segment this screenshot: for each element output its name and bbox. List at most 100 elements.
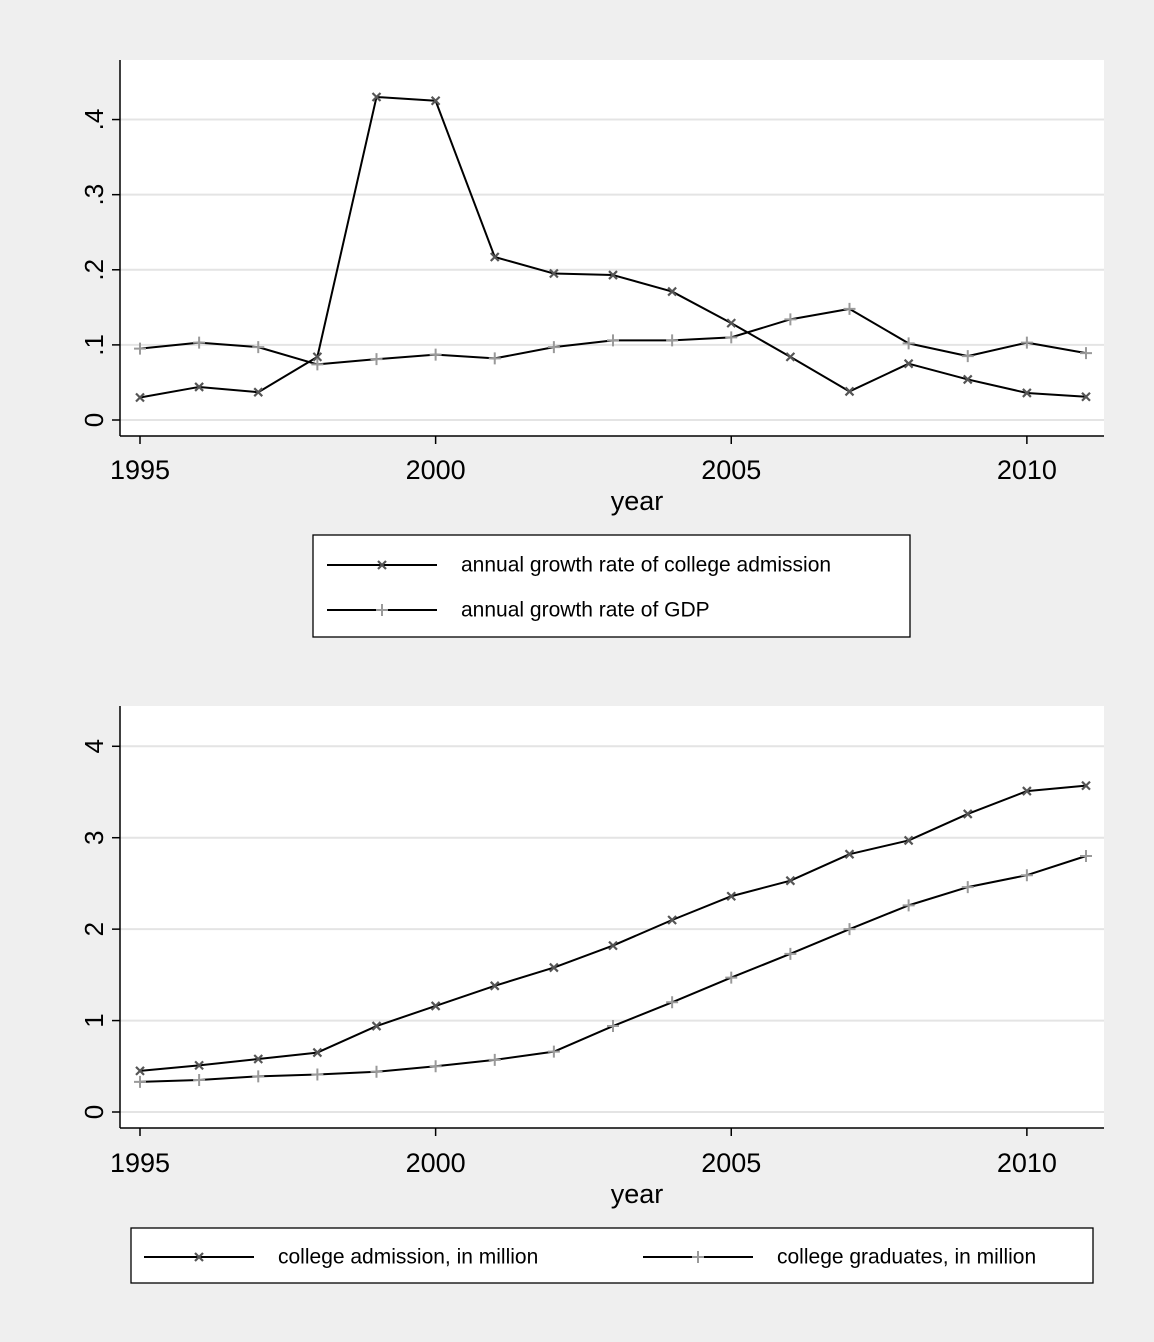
series-1-point-2007 — [844, 386, 855, 397]
legend-label-2: annual growth rate of GDP — [461, 599, 710, 622]
chart-panel-1: 0 .1 .2 .3 .4 1995 2000 2005 2010 year annual grow… — [79, 60, 1104, 638]
series-1-point-2005 — [726, 318, 737, 328]
series-1-point-1997 — [253, 387, 264, 397]
series-2-point-1997 — [252, 1070, 265, 1083]
series-1-point-1996 — [194, 1060, 204, 1071]
series-1-point-1999 — [371, 1021, 382, 1031]
series-1-point-2003 — [608, 270, 618, 280]
y-tick-label-1: 1 — [79, 1013, 109, 1027]
series-2-point-2010 — [1020, 336, 1033, 349]
series-2-point-2004 — [666, 996, 679, 1009]
series-1-point-1998 — [312, 1047, 323, 1058]
series-2-point-2006 — [784, 947, 797, 960]
series-1-point-2009 — [962, 809, 973, 819]
y-tick-label-3: .3 — [79, 184, 109, 206]
series-1-point-1995 — [135, 392, 145, 403]
series-1-point-2010 — [1022, 388, 1032, 398]
x-tick-label-2: 2005 — [701, 455, 761, 485]
plot-area — [120, 60, 1104, 436]
legend: annual growth rate of college admission a… — [312, 534, 911, 638]
chart-panel-2: 0 1 2 3 4 1995 2000 2005 2010 year college admissi… — [79, 706, 1104, 1284]
x-axis-title: year — [611, 1179, 664, 1209]
series-1-point-2006 — [785, 875, 796, 886]
series-2-point-2010 — [1020, 869, 1033, 882]
y-tick-label-4: 4 — [79, 739, 109, 753]
series-1-point-2003 — [608, 940, 618, 951]
series-2-point-2000 — [429, 1060, 442, 1073]
x-axis-title: year — [611, 486, 664, 516]
x-tick-label-2: 2005 — [701, 1148, 761, 1178]
series-2-point-2007 — [843, 302, 856, 315]
y-tick-label-2: .2 — [79, 259, 109, 281]
series-2-point-2002 — [547, 1045, 560, 1058]
y-tick-label-0: 0 — [79, 1105, 109, 1119]
series-2 — [134, 302, 1092, 371]
legend-marker-1 — [377, 560, 387, 570]
series-2-point-2008 — [902, 337, 915, 350]
legend-marker-1 — [194, 1252, 204, 1262]
series-1-point-2011 — [1081, 391, 1091, 402]
legend-label-1: college admission, in million — [278, 1246, 538, 1269]
series-1-point-2000 — [430, 95, 441, 106]
x-tick-label-3: 2010 — [997, 1148, 1057, 1178]
series-2-point-1999 — [370, 1065, 383, 1078]
y-tick-label-3: 3 — [79, 830, 109, 844]
series-1-point-1998 — [312, 352, 323, 362]
series-1 — [135, 780, 1091, 1076]
series-1-point-2009 — [962, 374, 973, 385]
x-tick-label-0: 1995 — [110, 1148, 170, 1178]
legend-marker-2 — [692, 1251, 704, 1263]
series-2-point-1998 — [311, 358, 324, 371]
series-2-point-2009 — [961, 350, 974, 363]
series-1-point-1996 — [194, 382, 204, 392]
legend-item-1: college admission, in million — [144, 1246, 538, 1269]
series-1-point-2001 — [489, 981, 500, 991]
series-2-point-1996 — [193, 336, 206, 349]
series-1-point-2010 — [1022, 786, 1032, 796]
series-2-point-1996 — [193, 1074, 206, 1086]
series-1-point-2008 — [903, 358, 914, 369]
y-tick-label-2: 2 — [79, 922, 109, 936]
series-1-point-2004 — [667, 915, 677, 925]
y-tick-label-1: .1 — [79, 334, 109, 356]
series-2-point-2011 — [1080, 347, 1092, 360]
series-1-point-2001 — [489, 252, 500, 262]
legend-label-1: annual growth rate of college admission — [461, 554, 831, 577]
series-1-point-2004 — [667, 286, 677, 297]
legend-box — [130, 1227, 1094, 1284]
series-1-point-2002 — [549, 268, 559, 279]
y-tick-label-4: .4 — [79, 109, 109, 131]
series-2 — [134, 850, 1092, 1088]
legend-item-1: annual growth rate of college admission — [327, 554, 831, 577]
series-2-point-2003 — [607, 1020, 619, 1033]
series-2-point-2003 — [607, 334, 619, 347]
x-tick-label-1: 2000 — [406, 455, 466, 485]
series-2-point-2001 — [488, 1053, 501, 1066]
series-2-point-2001 — [488, 352, 501, 365]
series-1-point-2006 — [785, 352, 796, 362]
series-2-point-2000 — [429, 348, 442, 361]
legend-item-2: college graduates, in million — [643, 1246, 1036, 1269]
legend: college admission, in million college gra… — [130, 1227, 1094, 1284]
x-tick-label-1: 2000 — [406, 1148, 466, 1178]
series-1-point-2005 — [726, 891, 737, 902]
series-1-point-1997 — [253, 1054, 264, 1064]
series-2-point-2007 — [843, 923, 856, 936]
legend-marker-2 — [376, 604, 388, 616]
series-2-point-2011 — [1080, 850, 1092, 862]
legend-label-2: college graduates, in million — [777, 1246, 1036, 1269]
series-2-point-2002 — [547, 341, 560, 354]
series-2-point-2004 — [666, 334, 679, 347]
series-2-point-1995 — [134, 1075, 146, 1088]
series-2-point-2009 — [961, 881, 974, 894]
series-2-point-1999 — [370, 353, 383, 366]
series-1-point-2002 — [549, 962, 559, 973]
series-2-point-1997 — [252, 341, 265, 354]
plot-area — [120, 706, 1104, 1128]
legend-box — [312, 534, 911, 638]
series-1-point-1999 — [371, 92, 382, 102]
series-1-point-1995 — [135, 1066, 145, 1076]
series-2-point-2008 — [902, 899, 915, 912]
series-2-point-1995 — [134, 342, 146, 355]
